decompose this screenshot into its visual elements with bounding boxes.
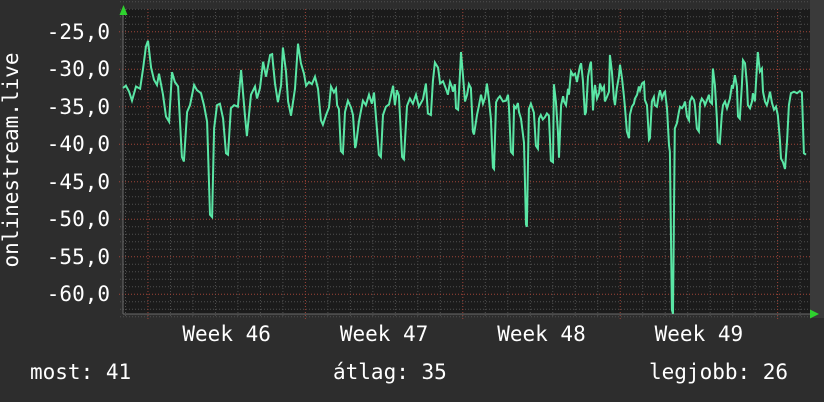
y-tick-label: -60,0 bbox=[46, 282, 110, 307]
y-tick-label: -55,0 bbox=[46, 244, 110, 269]
y-tick-label: -40,0 bbox=[46, 132, 110, 157]
x-tick-label: Week 48 bbox=[497, 322, 586, 346]
stat-average: átlag: 35 bbox=[333, 360, 447, 384]
stat-best: legjobb: 26 bbox=[649, 360, 789, 384]
x-tick-label: Week 46 bbox=[182, 322, 271, 346]
y-tick-label: -25,0 bbox=[46, 19, 110, 44]
data-series-line bbox=[122, 40, 807, 314]
x-axis-arrow-icon bbox=[810, 309, 819, 319]
stat-now: most: 41 bbox=[30, 360, 132, 384]
y-axis-arrow-icon bbox=[119, 5, 128, 15]
y-tick-label: -30,0 bbox=[46, 57, 110, 82]
plot-background bbox=[123, 9, 810, 314]
x-tick-label: Week 49 bbox=[654, 322, 744, 346]
y-tick-label: -50,0 bbox=[46, 207, 110, 232]
y-tick-label: -35,0 bbox=[46, 94, 110, 119]
x-tick-label: Week 47 bbox=[339, 322, 429, 346]
y-tick-label: -45,0 bbox=[46, 169, 110, 194]
right-strip bbox=[810, 0, 824, 318]
